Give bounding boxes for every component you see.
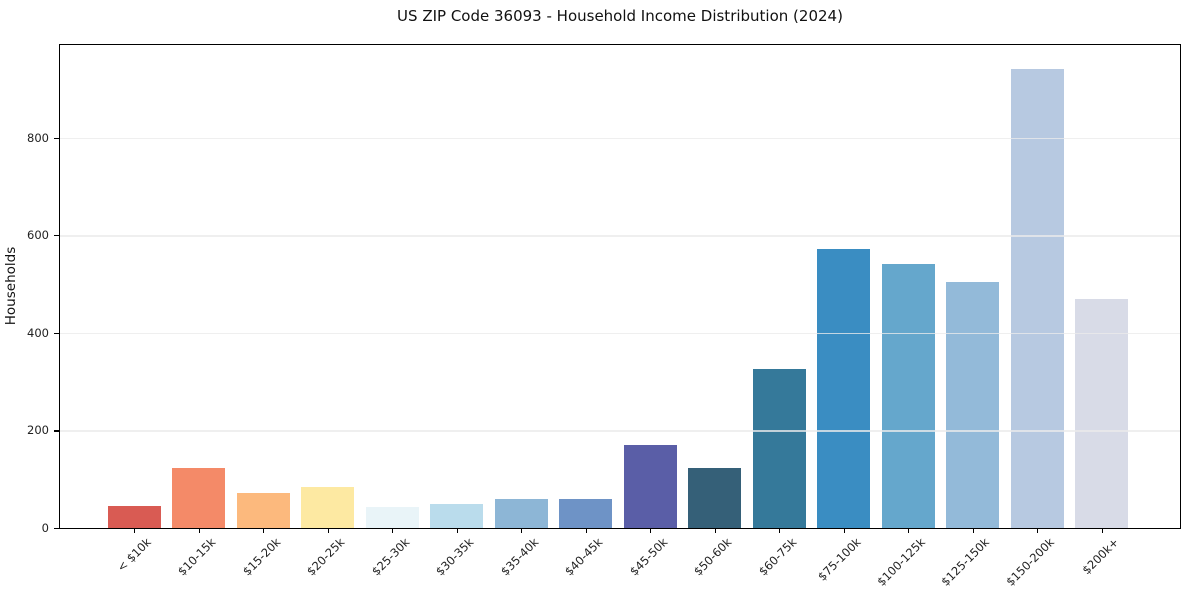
y-tick-mark <box>54 137 59 139</box>
gridline-600 <box>60 235 1180 237</box>
bar-11 <box>817 248 870 528</box>
bar-2 <box>236 492 290 528</box>
bar-13 <box>946 281 999 528</box>
y-tick-label: 600 <box>27 228 49 243</box>
bar-3 <box>301 486 354 528</box>
x-tick-mark <box>972 528 974 533</box>
x-tick-mark <box>843 528 845 533</box>
bar-7 <box>559 498 612 528</box>
plot-area <box>59 44 1181 529</box>
y-tick-mark <box>54 332 59 334</box>
x-tick-label: $10-15k <box>174 535 219 579</box>
y-tick-mark <box>54 235 59 237</box>
x-tick-label: $25-30k <box>368 535 412 579</box>
x-tick-label: $50-60k <box>690 535 735 579</box>
x-tick-label: $40-45k <box>561 535 606 579</box>
x-tick-mark <box>1037 528 1039 533</box>
x-tick-mark <box>650 528 652 533</box>
x-tick-label: $100-125k <box>874 535 928 589</box>
bar-10 <box>752 369 806 528</box>
x-tick-label: < $10k <box>114 535 154 575</box>
gridline-800 <box>60 137 1180 140</box>
chart-title: US ZIP Code 36093 - Household Income Dis… <box>397 7 843 25</box>
x-tick-mark <box>585 528 587 533</box>
bar-0 <box>107 506 161 528</box>
x-tick-label: $20-25k <box>303 535 348 579</box>
bar-14 <box>1010 69 1064 528</box>
x-tick-label: $200k+ <box>1079 535 1122 578</box>
x-tick-label: $125-150k <box>938 535 993 589</box>
bar-8 <box>623 445 677 528</box>
x-tick-label: $15-20k <box>239 535 283 579</box>
x-tick-label: $30-35k <box>432 535 477 579</box>
x-tick-mark <box>263 528 265 533</box>
x-tick-mark <box>456 528 458 533</box>
bar-12 <box>881 263 935 528</box>
bar-5 <box>430 503 483 528</box>
bar-15 <box>1075 298 1128 528</box>
y-tick-mark <box>54 430 59 432</box>
y-tick-label: 800 <box>27 130 49 145</box>
gridline-400 <box>60 332 1180 335</box>
y-axis-label: Households <box>3 246 19 326</box>
x-tick-mark <box>521 528 523 533</box>
x-tick-mark <box>779 528 781 533</box>
x-tick-mark <box>392 528 394 533</box>
x-tick-mark <box>1101 528 1103 533</box>
x-tick-label: $35-40k <box>497 535 541 579</box>
y-tick-label: 200 <box>27 423 49 438</box>
x-tick-mark <box>327 528 329 533</box>
y-tick-mark <box>54 528 59 530</box>
y-tick-label: 400 <box>27 325 49 340</box>
x-tick-label: $75-100k <box>814 535 864 584</box>
x-tick-mark <box>134 528 136 533</box>
y-tick-label: 0 <box>41 521 49 535</box>
bar-4 <box>365 506 419 528</box>
bar-1 <box>172 467 225 528</box>
bar-6 <box>494 499 548 528</box>
x-tick-mark <box>198 528 200 533</box>
x-tick-mark <box>714 528 716 533</box>
x-tick-label: $60-75k <box>755 535 799 579</box>
x-tick-label: $45-50k <box>626 535 670 579</box>
bar-9 <box>688 467 741 528</box>
gridline-200 <box>60 430 1180 432</box>
x-tick-label: $150-200k <box>1003 535 1057 589</box>
x-tick-mark <box>908 528 910 533</box>
